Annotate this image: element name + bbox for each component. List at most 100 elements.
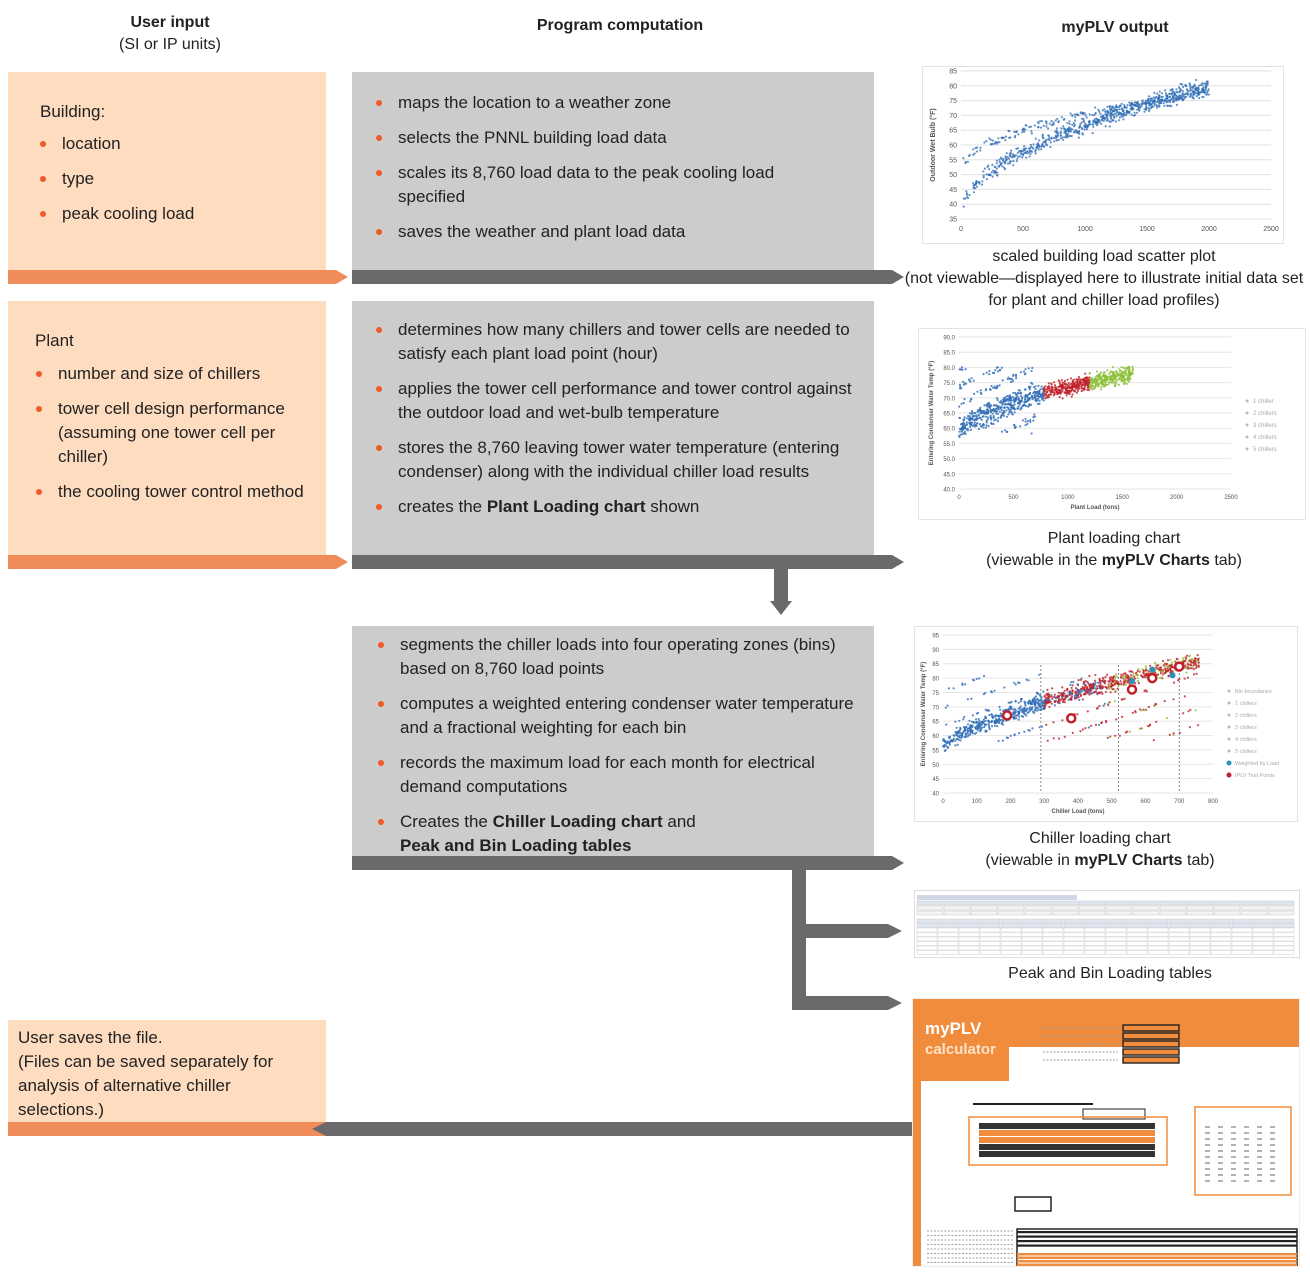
data-point xyxy=(976,422,979,425)
data-point xyxy=(968,153,971,156)
data-point xyxy=(1189,86,1192,89)
data-point xyxy=(963,424,966,427)
data-point xyxy=(999,712,1002,715)
computation-3-list: segments the chiller loads into four ope… xyxy=(376,633,866,869)
data-point xyxy=(991,163,994,166)
data-point xyxy=(1137,682,1140,685)
data-point xyxy=(1104,378,1107,381)
data-point xyxy=(945,744,948,747)
y-tick-label: 70 xyxy=(932,705,939,711)
comp3-last-bold2: Peak and Bin Loading tables xyxy=(400,836,632,855)
data-point xyxy=(1107,685,1110,688)
data-point xyxy=(1038,673,1041,676)
data-point xyxy=(987,723,990,726)
data-point xyxy=(1088,684,1091,688)
table-cell xyxy=(916,905,944,911)
data-point xyxy=(1054,388,1057,391)
data-point xyxy=(1064,385,1067,388)
comp2-item: applies the tower cell performance and t… xyxy=(374,377,864,425)
chiller-note-post: tab) xyxy=(1182,852,1215,869)
calc-left-band xyxy=(913,999,921,1266)
y-tick-label: 45.0 xyxy=(943,472,955,478)
data-point xyxy=(1192,673,1196,676)
data-point xyxy=(1082,111,1085,114)
data-point xyxy=(1039,395,1042,398)
data-point xyxy=(1099,112,1102,115)
data-point xyxy=(1127,380,1130,383)
data-point xyxy=(945,723,948,726)
data-point xyxy=(1028,403,1031,406)
data-point xyxy=(969,729,972,732)
table-cell xyxy=(1000,932,1022,937)
data-point xyxy=(1050,695,1053,698)
data-point xyxy=(1166,667,1169,670)
data-point xyxy=(1130,101,1133,104)
data-point xyxy=(1113,382,1116,385)
data-point xyxy=(1075,113,1078,116)
data-point xyxy=(1001,739,1004,742)
data-point xyxy=(1102,704,1105,707)
table-cell xyxy=(1210,923,1232,928)
data-point xyxy=(1102,116,1105,119)
data-point xyxy=(1041,143,1044,146)
data-point xyxy=(1025,678,1028,681)
data-point xyxy=(1122,366,1125,369)
data-point xyxy=(1147,98,1150,101)
data-point xyxy=(1052,394,1055,397)
data-point xyxy=(1069,690,1072,694)
data-point xyxy=(1009,151,1012,154)
data-point xyxy=(1100,122,1103,125)
data-point xyxy=(1061,701,1065,704)
data-point xyxy=(978,724,981,727)
x-tick-label: 600 xyxy=(1140,799,1151,805)
data-point xyxy=(956,730,959,733)
data-point xyxy=(1063,689,1066,692)
data-point xyxy=(982,675,986,678)
data-point xyxy=(1094,673,1097,677)
data-point xyxy=(958,434,961,437)
x-axis-label: Plant Load (tons) xyxy=(1071,505,1120,511)
data-point xyxy=(1204,82,1207,85)
data-point xyxy=(1047,696,1050,699)
data-point xyxy=(1120,102,1123,105)
data-point xyxy=(1164,92,1167,95)
table-cell xyxy=(1084,923,1106,928)
data-point xyxy=(979,146,982,149)
data-point xyxy=(996,720,999,723)
data-point xyxy=(1136,677,1139,680)
legend-marker xyxy=(1227,701,1231,705)
weighted-point xyxy=(1149,666,1156,673)
data-point xyxy=(1013,424,1016,427)
data-point xyxy=(1127,675,1130,678)
data-point xyxy=(966,723,970,726)
data-point xyxy=(979,728,982,731)
data-point xyxy=(1143,110,1146,113)
y-tick-label: 80.0 xyxy=(943,366,955,372)
computation-3-arrow-head xyxy=(892,856,904,870)
data-point xyxy=(997,370,1000,373)
data-point xyxy=(1113,116,1116,119)
data-point xyxy=(1076,389,1079,392)
data-point xyxy=(1074,115,1077,119)
data-point xyxy=(1081,387,1084,390)
data-point xyxy=(983,141,986,144)
data-point xyxy=(1110,381,1113,384)
table-cell xyxy=(1168,932,1190,937)
data-point xyxy=(1076,683,1079,686)
data-point xyxy=(1015,160,1018,163)
data-point xyxy=(1150,106,1153,110)
data-point xyxy=(1101,109,1104,112)
data-point xyxy=(1006,162,1010,165)
data-point xyxy=(1098,677,1101,681)
table-cell xyxy=(1267,910,1295,916)
comp1-item: saves the weather and plant load data xyxy=(374,220,844,244)
data-point xyxy=(1078,125,1081,128)
data-point xyxy=(993,371,996,375)
data-point xyxy=(1092,385,1095,388)
data-point xyxy=(1047,393,1050,397)
table-cell xyxy=(958,941,980,946)
data-point xyxy=(1085,380,1088,383)
data-point xyxy=(1063,118,1066,121)
data-point xyxy=(1088,376,1091,379)
data-point xyxy=(1062,127,1065,130)
